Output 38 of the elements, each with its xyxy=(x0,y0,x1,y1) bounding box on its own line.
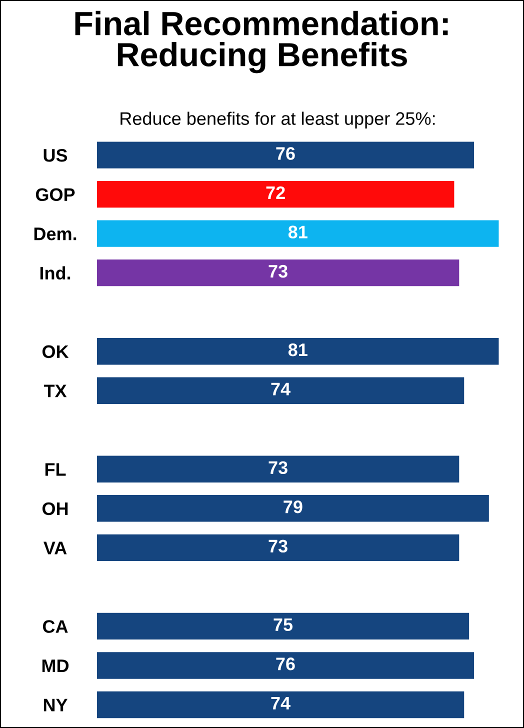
data-label: 75 xyxy=(274,618,293,632)
bar xyxy=(96,377,464,404)
data-label: 73 xyxy=(268,540,288,553)
bar xyxy=(96,338,499,365)
data-label: 76 xyxy=(276,147,295,160)
y-tick-label: OH xyxy=(42,502,68,516)
bar xyxy=(96,259,460,286)
y-tick-label: MD xyxy=(42,660,69,672)
bar xyxy=(96,495,489,522)
data-label: 74 xyxy=(271,696,290,710)
y-tick-label: VA xyxy=(44,542,67,554)
data-label: 81 xyxy=(288,226,308,238)
y-tick-label: FL xyxy=(45,463,66,476)
data-label: 73 xyxy=(268,264,288,278)
bar xyxy=(96,652,474,679)
data-label: 81 xyxy=(288,343,308,356)
y-tick-label: CA xyxy=(42,620,68,633)
data-label: 72 xyxy=(266,186,285,199)
bar xyxy=(96,612,470,640)
bar xyxy=(96,534,460,562)
data-label: 76 xyxy=(276,658,295,670)
chart-title: Final Recommendation: Reducing Benefits xyxy=(75,10,448,74)
y-tick-label: Dem. xyxy=(34,228,76,240)
bar xyxy=(96,142,474,168)
y-tick-label: TX xyxy=(44,384,67,398)
bar xyxy=(96,220,499,247)
y-tick-label: NY xyxy=(44,698,68,712)
bar xyxy=(96,456,460,482)
y-tick-label: Ind. xyxy=(40,266,70,280)
data-label: 73 xyxy=(268,461,288,474)
y-tick-label: GOP xyxy=(36,188,75,202)
y-tick-label: US xyxy=(44,148,68,162)
data-label: 79 xyxy=(284,500,302,514)
data-label: 74 xyxy=(271,382,290,396)
bar xyxy=(96,691,464,718)
bar xyxy=(96,180,454,208)
y-tick-label: OK xyxy=(42,345,69,358)
chart-subtitle: Reduce benefits for at least upper 25%: xyxy=(120,112,435,129)
